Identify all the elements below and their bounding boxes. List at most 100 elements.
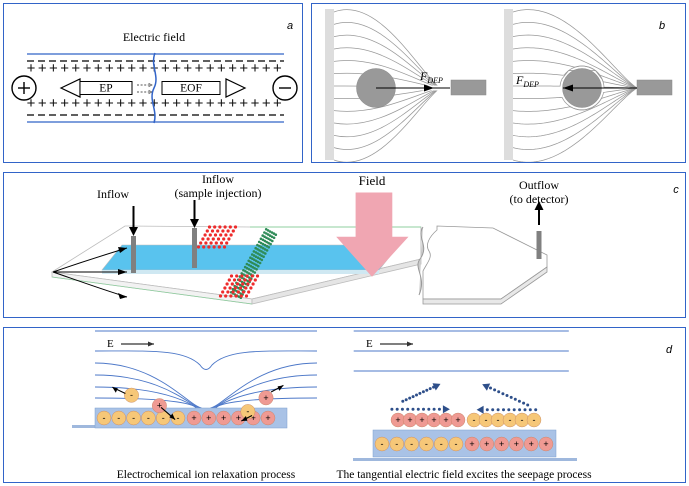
svg-text:+: +: [27, 60, 36, 77]
svg-text:+: +: [161, 95, 170, 112]
svg-text:-: -: [103, 413, 106, 423]
svg-text:-: -: [425, 439, 428, 449]
svg-text:+: +: [60, 95, 69, 112]
svg-text:+: +: [206, 60, 215, 77]
svg-text:FDEP: FDEP: [515, 73, 539, 89]
svg-text:+: +: [443, 415, 448, 425]
svg-text:+: +: [265, 413, 270, 423]
svg-text:+: +: [543, 439, 548, 449]
svg-text:-: -: [395, 439, 398, 449]
svg-text:+: +: [431, 415, 436, 425]
svg-text:Inflow: Inflow: [97, 187, 129, 201]
svg-text:-: -: [132, 413, 135, 423]
svg-text:+: +: [161, 60, 170, 77]
svg-text:-: -: [497, 415, 500, 425]
svg-text:a: a: [287, 20, 293, 32]
svg-text:E: E: [107, 338, 114, 350]
svg-text:Electric field: Electric field: [123, 30, 185, 44]
svg-text:FDEP: FDEP: [419, 69, 443, 85]
svg-text:EOF: EOF: [180, 83, 202, 95]
svg-text:+: +: [105, 60, 114, 77]
svg-text:The tangential electric field: The tangential electric field excites th…: [336, 469, 592, 481]
svg-text:+: +: [195, 60, 204, 77]
svg-text:-: -: [521, 415, 524, 425]
svg-text:+: +: [116, 60, 125, 77]
svg-text:+: +: [499, 439, 504, 449]
svg-text:(sample injection): (sample injection): [175, 186, 262, 200]
svg-text:-: -: [455, 439, 458, 449]
svg-text:+: +: [251, 95, 260, 112]
svg-text:+: +: [484, 439, 489, 449]
svg-text:(to detector): (to detector): [510, 192, 569, 206]
svg-text:+: +: [94, 95, 103, 112]
svg-text:+: +: [191, 413, 196, 423]
svg-text:Field: Field: [359, 173, 386, 188]
svg-text:+: +: [217, 95, 226, 112]
svg-text:-: -: [509, 415, 512, 425]
svg-text:+: +: [217, 60, 226, 77]
svg-text:+: +: [139, 60, 148, 77]
svg-text:+: +: [251, 60, 260, 77]
svg-text:+: +: [83, 60, 92, 77]
svg-text:+: +: [407, 415, 412, 425]
svg-text:d: d: [666, 344, 673, 356]
svg-text:-: -: [177, 413, 180, 423]
svg-text:+: +: [206, 413, 211, 423]
svg-text:+: +: [228, 60, 237, 77]
svg-text:E: E: [366, 338, 373, 350]
svg-text:+: +: [206, 95, 215, 112]
svg-text:-: -: [410, 439, 413, 449]
svg-text:+: +: [239, 60, 248, 77]
svg-text:-: -: [162, 413, 165, 423]
svg-text:+: +: [273, 60, 282, 77]
svg-text:-: -: [440, 439, 443, 449]
svg-text:+: +: [221, 413, 226, 423]
svg-text:+: +: [71, 60, 80, 77]
svg-text:-: -: [147, 413, 150, 423]
svg-text:-: -: [533, 415, 536, 425]
svg-text:+: +: [116, 95, 125, 112]
svg-text:+: +: [228, 95, 237, 112]
svg-text:-: -: [117, 413, 120, 423]
svg-text:+: +: [38, 95, 47, 112]
svg-text:-: -: [473, 415, 476, 425]
svg-text:+: +: [127, 60, 136, 77]
svg-text:+: +: [529, 439, 534, 449]
svg-text:+: +: [94, 60, 103, 77]
svg-text:+: +: [419, 415, 424, 425]
svg-text:+: +: [395, 415, 400, 425]
svg-text:+: +: [262, 60, 271, 77]
svg-text:c: c: [673, 184, 679, 196]
svg-text:+: +: [105, 95, 114, 112]
svg-text:+: +: [49, 60, 58, 77]
svg-text:Electrochemical ion relaxation: Electrochemical ion relaxation process: [117, 469, 296, 481]
svg-text:Inflow: Inflow: [202, 173, 234, 186]
svg-text:-: -: [381, 439, 384, 449]
svg-text:Outflow: Outflow: [519, 178, 559, 192]
svg-text:+: +: [83, 95, 92, 112]
svg-text:+: +: [469, 439, 474, 449]
svg-text:+: +: [236, 413, 241, 423]
svg-text:-: -: [485, 415, 488, 425]
svg-text:+: +: [172, 60, 181, 77]
svg-text:+: +: [157, 401, 162, 411]
svg-text:+: +: [38, 60, 47, 77]
svg-text:+: +: [195, 95, 204, 112]
svg-text:+: +: [49, 95, 58, 112]
svg-text:+: +: [183, 60, 192, 77]
svg-text:-: -: [130, 390, 133, 400]
svg-text:+: +: [239, 95, 248, 112]
svg-text:+: +: [183, 95, 192, 112]
svg-text:+: +: [514, 439, 519, 449]
svg-text:+: +: [71, 95, 80, 112]
svg-text:+: +: [60, 60, 69, 77]
svg-text:EP: EP: [99, 83, 112, 95]
svg-text:+: +: [127, 95, 136, 112]
svg-text:+: +: [139, 95, 148, 112]
svg-text:b: b: [659, 20, 665, 32]
svg-text:+: +: [263, 393, 268, 403]
svg-text:-: -: [246, 407, 249, 417]
svg-text:+: +: [455, 415, 460, 425]
svg-text:+: +: [172, 95, 181, 112]
svg-text:+: +: [262, 95, 271, 112]
